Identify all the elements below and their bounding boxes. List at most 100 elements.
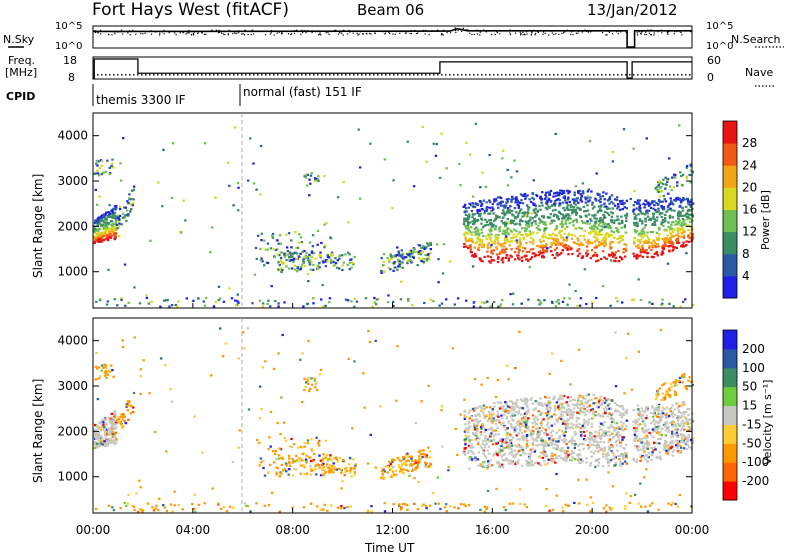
range-gate-point <box>591 437 594 440</box>
range-gate-point <box>603 256 606 259</box>
range-gate-point <box>599 242 602 245</box>
range-gate-point <box>275 472 279 475</box>
range-gate-point <box>561 249 565 252</box>
range-gate-point <box>607 233 611 236</box>
range-gate-point <box>488 153 491 157</box>
range-gate-point <box>297 460 301 463</box>
range-gate-point <box>632 204 635 207</box>
range-gate-point <box>612 253 615 256</box>
range-gate-point <box>664 439 667 443</box>
range-gate-point <box>108 227 111 231</box>
range-gate-point <box>540 198 543 201</box>
range-gate-point <box>445 298 448 301</box>
range-gate-point <box>569 208 572 211</box>
range-gate-point <box>126 404 129 407</box>
range-gate-point <box>531 196 534 199</box>
nsearch-point <box>159 32 161 34</box>
range-gate-point <box>592 411 595 415</box>
range-gate-point <box>448 260 452 263</box>
range-gate-point <box>421 453 424 456</box>
range-gate-point <box>316 243 319 246</box>
range-gate-point <box>546 433 549 436</box>
range-gate-point <box>296 246 300 249</box>
range-gate-point <box>100 237 103 240</box>
nsearch-point <box>144 32 146 34</box>
nsearch-point <box>479 31 481 33</box>
range-gate-point <box>550 458 554 461</box>
range-gate-point <box>504 446 507 449</box>
range-gate-point <box>569 459 572 462</box>
range-gate-point <box>590 190 593 193</box>
range-gate-point <box>523 227 527 230</box>
range-gate-point <box>529 241 532 244</box>
range-gate-point <box>691 236 695 239</box>
range-gate-point <box>625 419 629 422</box>
range-gate-point <box>551 253 554 256</box>
range-gate-point <box>429 298 433 301</box>
range-gate-point <box>332 462 335 465</box>
range-gate-point <box>636 445 639 448</box>
range-gate-point <box>409 249 413 252</box>
range-gate-point <box>602 412 605 415</box>
range-gate-point <box>620 236 624 239</box>
range-gate-point <box>575 213 578 216</box>
range-gate-point <box>516 421 519 424</box>
range-gate-point <box>131 202 135 205</box>
range-gate-point <box>476 212 479 215</box>
range-gate-point <box>538 238 542 241</box>
range-gate-point <box>283 255 287 259</box>
range-gate-point <box>550 424 553 427</box>
range-gate-point <box>651 435 655 439</box>
range-gate-point <box>593 435 597 438</box>
range-gate-point <box>284 439 288 442</box>
range-gate-point <box>333 264 336 267</box>
range-gate-point <box>323 223 326 226</box>
range-gate-point <box>468 213 471 216</box>
range-gate-point <box>278 234 282 237</box>
range-gate-point <box>575 197 579 200</box>
range-gate-point <box>637 445 640 448</box>
range-gate-point <box>490 244 493 247</box>
nsearch-point <box>625 31 627 33</box>
range-gate-point <box>683 428 686 431</box>
range-gate-point <box>580 243 583 246</box>
range-gate-point <box>526 463 529 466</box>
range-gate-point <box>471 216 474 219</box>
range-gate-point <box>605 207 609 210</box>
nsearch-point <box>289 30 291 32</box>
range-gate-point <box>678 220 681 224</box>
range-gate-point <box>94 228 97 231</box>
range-gate-point <box>115 218 118 221</box>
range-gate-point <box>597 199 601 202</box>
range-gate-point <box>507 197 510 201</box>
range-gate-point <box>393 262 396 265</box>
range-gate-point <box>109 236 113 239</box>
nsearch-point <box>564 31 566 33</box>
range-gate-point <box>676 241 679 245</box>
range-gate-point <box>542 453 546 457</box>
nsearch-point <box>572 30 574 32</box>
range-gate-point <box>93 446 96 450</box>
range-gate-point <box>573 442 576 445</box>
range-gate-point <box>549 401 552 404</box>
range-gate-point <box>410 261 413 264</box>
range-gate-point <box>318 266 321 269</box>
range-gate-point <box>511 418 514 421</box>
range-gate-point <box>577 425 580 428</box>
range-gate-point <box>680 245 683 248</box>
range-gate-point <box>655 219 659 222</box>
range-gate-point <box>512 197 515 201</box>
range-gate-point <box>466 217 470 220</box>
range-gate-point <box>657 188 660 191</box>
range-gate-point <box>638 423 642 426</box>
range-gate-point <box>422 449 425 452</box>
range-gate-point <box>656 427 660 430</box>
range-gate-point <box>618 454 622 458</box>
range-gate-point <box>517 459 520 462</box>
range-gate-point <box>600 422 603 425</box>
range-gate-point <box>99 232 102 235</box>
range-gate-point <box>582 235 585 238</box>
nsearch-point <box>455 31 457 33</box>
range-gate-point <box>576 242 579 245</box>
range-gate-point <box>586 400 589 403</box>
